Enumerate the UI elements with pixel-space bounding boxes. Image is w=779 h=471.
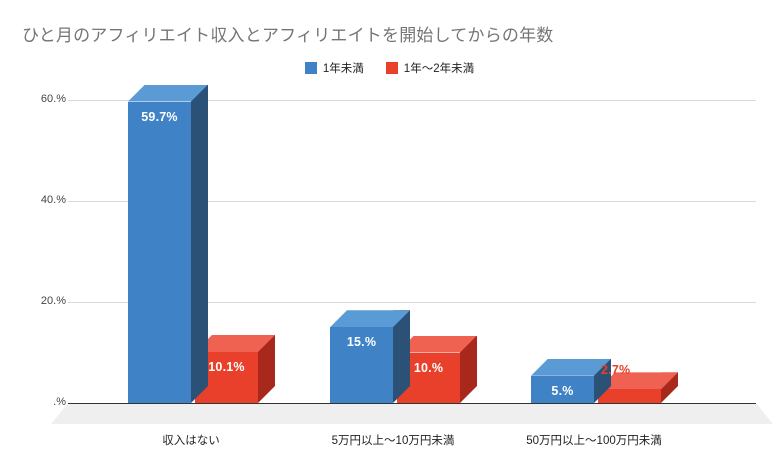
legend-color-swatch-blue <box>304 62 317 74</box>
legend-label-series-1: 1年未満 <box>322 63 364 75</box>
bar-top-face <box>531 358 611 376</box>
bar-top-face <box>397 335 477 353</box>
bar-top-face <box>598 372 678 390</box>
chart-legend: 1年未満 1年〜2年未満 <box>0 60 779 76</box>
legend-color-swatch-red <box>385 62 398 74</box>
x-axis-category-label: 5万円以上〜10万円未満 <box>331 435 455 447</box>
bar-top-face <box>128 84 208 102</box>
y-axis-tick-label: 60.% <box>40 93 66 105</box>
bar-blue-group-2[interactable] <box>330 310 410 403</box>
bar-red-group-2[interactable] <box>397 335 477 403</box>
legend-label-series-2: 1年〜2年未満 <box>403 63 475 75</box>
legend-item-series-2[interactable]: 1年〜2年未満 <box>385 60 475 76</box>
bar-front-face <box>128 101 191 403</box>
bar-value-label: 10.% <box>413 360 444 375</box>
bar-top-face <box>195 334 275 352</box>
bar-red-group-1[interactable] <box>195 334 275 403</box>
bar-value-label: 59.7% <box>141 109 178 124</box>
bar-top-face <box>330 310 410 328</box>
bar-side-face <box>393 310 410 403</box>
chart-floor-plane <box>51 403 773 424</box>
x-axis-line <box>68 403 756 404</box>
bar-red-group-3[interactable] <box>598 372 678 403</box>
bar-front-face <box>598 389 661 403</box>
bar-front-face <box>330 327 393 403</box>
gridline <box>68 302 756 303</box>
x-axis-category-label: 50万円以上〜100万円未満 <box>526 435 662 447</box>
bar-blue-group-1[interactable] <box>128 84 208 403</box>
bar-value-label: 5.% <box>551 383 574 398</box>
x-axis-category-label: 収入はない <box>162 435 220 447</box>
bar-side-face <box>460 335 477 403</box>
bar-value-label: 2.7% <box>601 363 631 378</box>
bar-side-face <box>258 334 275 403</box>
chart-title: ひと月のアフィリエイト収入とアフィリエイトを開始してからの年数 <box>22 26 554 45</box>
y-axis-tick-label: 20.% <box>40 295 66 307</box>
bar-value-label: 10.1% <box>208 359 245 374</box>
bar-side-face <box>191 84 208 403</box>
gridline <box>68 100 756 101</box>
bar-blue-group-3[interactable] <box>531 358 611 403</box>
legend-item-series-1[interactable]: 1年未満 <box>304 60 364 76</box>
y-axis-tick-label: 40.% <box>40 194 66 206</box>
gridline <box>68 201 756 202</box>
bar-value-label: 15.% <box>346 335 377 350</box>
bar-front-face <box>531 375 594 403</box>
y-axis-tick-label: .% <box>53 396 66 408</box>
